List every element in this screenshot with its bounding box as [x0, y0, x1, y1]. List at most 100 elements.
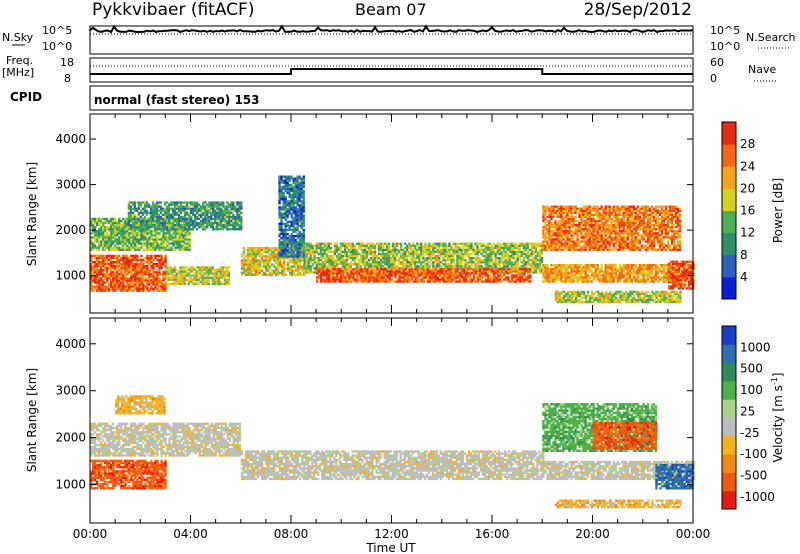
- scatter-cell: [90, 232, 93, 235]
- scatter-cell: [184, 238, 187, 241]
- scatter-cell: [410, 268, 413, 271]
- scatter-cell: [307, 250, 310, 254]
- scatter-cell: [406, 257, 409, 260]
- scatter-cell: [373, 252, 377, 256]
- scatter-cell: [382, 274, 385, 277]
- scatter-cell: [225, 268, 228, 271]
- scatter-cell: [576, 211, 579, 214]
- scatter-cell: [133, 213, 136, 216]
- scatter-cell: [564, 215, 567, 219]
- scatter-cell: [192, 207, 195, 210]
- scatter-cell: [424, 246, 427, 249]
- scatter-cell: [404, 259, 407, 262]
- scatter-cell: [554, 221, 557, 225]
- scatter-cell: [152, 221, 155, 225]
- scatter-cell: [422, 250, 425, 254]
- scatter-cell: [216, 215, 219, 219]
- scatter-cell: [201, 276, 204, 279]
- scatter-cell: [460, 276, 464, 279]
- scatter-cell: [188, 248, 191, 251]
- scatter-cell: [346, 274, 349, 277]
- scatter-cell: [572, 248, 575, 251]
- scatter-cell: [94, 271, 97, 274]
- scatter-cell: [456, 268, 460, 271]
- scatter-cell: [322, 274, 325, 277]
- scatter-cell: [155, 203, 159, 206]
- scatter-cell: [500, 244, 503, 247]
- scatter-cell: [153, 213, 157, 216]
- scatter-cell: [562, 232, 565, 235]
- scatter-cell: [516, 261, 519, 264]
- scatter-cell: [510, 252, 513, 256]
- scatter-cell: [227, 280, 230, 283]
- scatter-cell: [518, 242, 521, 245]
- scatter-cell: [188, 215, 191, 219]
- scatter-cell: [432, 261, 435, 264]
- scatter-cell: [305, 244, 308, 247]
- scatter-cell: [171, 226, 175, 229]
- scatter-cell: [232, 221, 235, 225]
- scatter-cell: [438, 274, 441, 277]
- scatter-cell: [560, 234, 563, 237]
- scatter-cell: [270, 271, 274, 274]
- scatter-cell: [250, 263, 254, 266]
- scatter-cell: [497, 274, 500, 277]
- scatter-cell: [108, 221, 111, 225]
- scatter-cell: [402, 263, 405, 266]
- scatter-cell: [140, 275, 143, 278]
- scatter-cell: [139, 201, 142, 204]
- scatter-cell: [380, 272, 383, 275]
- scatter-cell: [513, 280, 516, 283]
- scatter-cell: [448, 252, 451, 256]
- scatter-cell: [484, 265, 487, 268]
- scatter-cell: [341, 257, 345, 260]
- scatter-cell: [444, 270, 448, 273]
- scatter-cell: [160, 248, 163, 251]
- scatter-cell: [408, 254, 411, 258]
- scatter-cell: [424, 265, 427, 268]
- scatter-cell: [332, 272, 335, 275]
- scatter-cell: [130, 256, 133, 260]
- scatter-cell: [110, 219, 113, 223]
- scatter-cell: [516, 246, 519, 249]
- scatter-cell: [169, 268, 172, 271]
- scatter-cell: [394, 242, 397, 245]
- scatter-cell: [442, 268, 446, 271]
- scatter-cell: [548, 228, 551, 231]
- scatter-cell: [540, 271, 543, 274]
- scatter-cell: [544, 234, 547, 237]
- scatter-cell: [114, 256, 117, 260]
- scatter-cell: [428, 268, 431, 271]
- scatter-cell: [260, 259, 264, 262]
- scatter-cell: [202, 207, 205, 210]
- scatter-cell: [112, 236, 115, 239]
- scatter-cell: [159, 211, 163, 214]
- scatter-cell: [204, 213, 207, 216]
- scatter-cell: [414, 250, 417, 254]
- scatter-cell: [94, 267, 97, 270]
- scatter-cell: [356, 274, 359, 277]
- scatter-cell: [272, 249, 276, 252]
- scatter-cell: [402, 274, 405, 277]
- scatter-cell: [94, 230, 97, 233]
- scatter-cell: [146, 277, 149, 280]
- scatter-cell: [100, 228, 103, 231]
- scatter-cell: [114, 269, 117, 272]
- scatter-cell: [147, 228, 151, 231]
- scatter-cell: [321, 252, 324, 256]
- scatter-cell: [116, 242, 119, 245]
- scatter-cell: [190, 211, 193, 214]
- scatter-cell: [420, 250, 423, 254]
- scatter-cell: [560, 219, 563, 223]
- scatter-cell: [444, 259, 447, 262]
- scatter-cell: [260, 261, 264, 264]
- scatter-cell: [106, 273, 109, 276]
- scatter-cell: [92, 281, 95, 284]
- scatter-cell: [390, 278, 393, 281]
- scatter-cell: [418, 259, 421, 262]
- scatter-cell: [169, 221, 173, 225]
- scatter-cell: [527, 280, 530, 283]
- scatter-cell: [504, 254, 507, 258]
- scatter-cell: [236, 215, 239, 219]
- scatter-cell: [442, 252, 445, 256]
